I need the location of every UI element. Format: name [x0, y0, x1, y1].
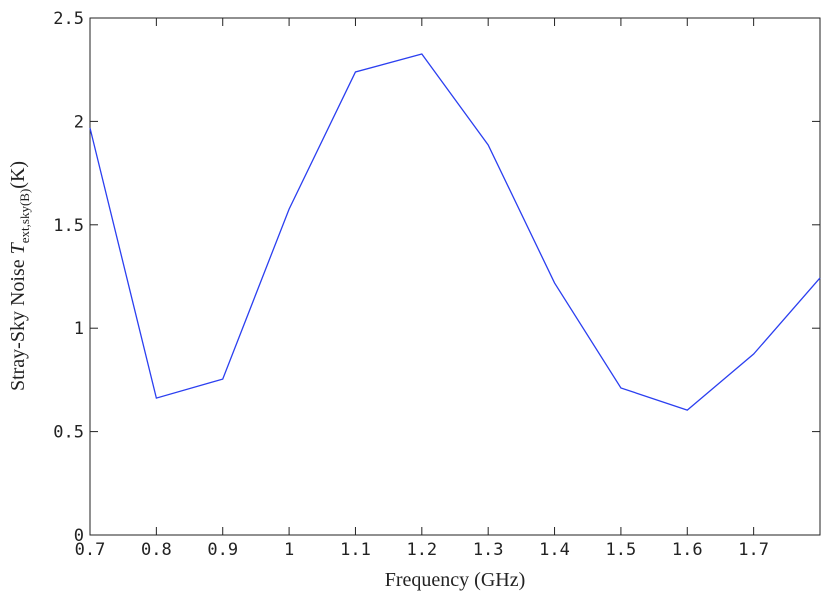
x-tick-label: 1.5 — [606, 540, 637, 560]
y-tick-label: 0 — [74, 526, 84, 546]
y-label-text: Stray-Sky Noise — [7, 259, 29, 391]
x-tick-label: 1 — [284, 540, 294, 560]
x-tick-label: 1.2 — [406, 540, 437, 560]
plot-frame — [89, 17, 821, 536]
y-tick-label: 2 — [74, 112, 84, 132]
x-tick-label: 1.6 — [672, 540, 703, 560]
x-tick-label: 0.7 — [75, 540, 106, 560]
y-tick-label: 1 — [74, 319, 84, 339]
y-label-subscript: ext,sky(B) — [17, 189, 32, 244]
x-tick-label: 1.1 — [340, 540, 371, 560]
x-tick-label: 1.4 — [539, 540, 570, 560]
x-tick-label: 0.9 — [207, 540, 238, 560]
y-label-unit: (K) — [7, 161, 29, 189]
x-tick-label: 1.7 — [738, 540, 769, 560]
x-tick-label: 1.3 — [473, 540, 504, 560]
y-axis-label: Stray-Sky Noise Text,sky(B)(K) — [7, 161, 32, 391]
y-tick-label: 2.5 — [53, 9, 84, 29]
y-tick-label: 0.5 — [53, 423, 84, 443]
data-line — [89, 53, 821, 411]
x-axis-label: Frequency (GHz) — [385, 569, 526, 591]
x-tick-label: 0.8 — [141, 540, 172, 560]
y-tick-label: 1.5 — [53, 216, 84, 236]
y-label-symbol: T — [7, 241, 29, 254]
